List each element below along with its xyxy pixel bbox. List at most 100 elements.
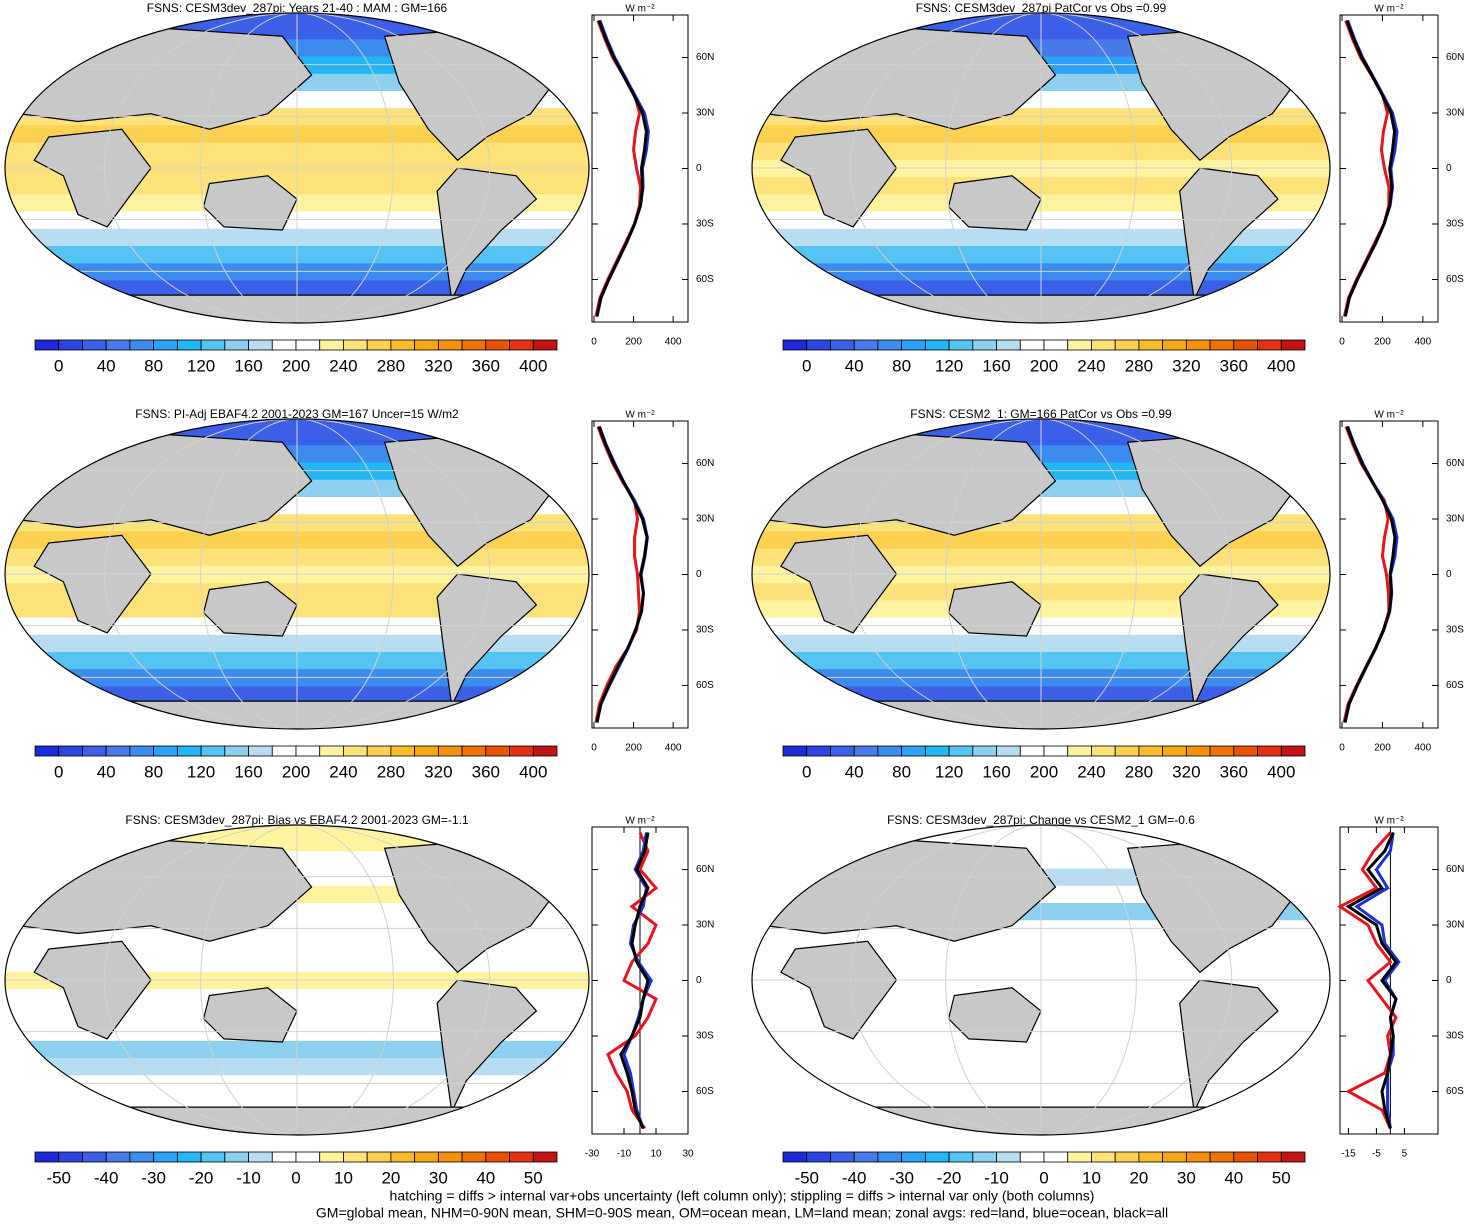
colorbar-box: [437, 1151, 463, 1163]
colorbar-box: [1257, 339, 1282, 351]
zonal-line: [595, 20, 648, 317]
colorbar-box: [295, 339, 321, 351]
colorbar-label: 0: [802, 762, 811, 781]
map-title: FSNS: CESM2_1: GM=166 PatCor vs Obs =0.9…: [910, 407, 1172, 421]
map-title: FSNS: CESM3dev_287pi: Bias vs EBAF4.2 20…: [125, 813, 468, 827]
colorbar-box: [82, 1151, 107, 1163]
colorbar-label: -30: [889, 1168, 914, 1187]
graticule: [945, 13, 1137, 323]
y-tick-label: 60S: [696, 1086, 714, 1097]
colorbar-box: [1114, 1151, 1140, 1163]
colorbar-box: [295, 1151, 321, 1163]
colorbar-box: [1114, 745, 1140, 757]
colorbar-box: [200, 339, 226, 351]
colorbar-label: 10: [334, 1168, 353, 1187]
colorbar-box: [1043, 1151, 1069, 1163]
colorbar-box: [806, 745, 831, 757]
colorbar-label: 40: [845, 356, 864, 375]
colorbar-label: 20: [381, 1168, 400, 1187]
y-tick-label: 0: [1446, 975, 1452, 986]
colorbar-box: [806, 1151, 831, 1163]
y-tick-label: 60N: [696, 458, 714, 469]
graticule: [103, 13, 491, 323]
land: [33, 940, 152, 1040]
colorbar-box: [34, 745, 60, 757]
units-label: W m⁻²: [625, 816, 655, 827]
colorbar-label: 40: [97, 762, 116, 781]
y-tick-label: 60S: [696, 680, 714, 691]
colorbar-label: 400: [1267, 762, 1295, 781]
x-tick-label: 400: [1415, 743, 1432, 754]
x-tick-label: 200: [1374, 743, 1391, 754]
colorbar-box: [972, 745, 997, 757]
colorbar-label: 120: [935, 762, 963, 781]
colorbar-box: [176, 339, 202, 351]
colorbar-box: [1019, 745, 1045, 757]
x-tick-label: 0: [591, 337, 597, 348]
y-tick-label: 60N: [696, 864, 714, 875]
colorbar-box: [1209, 745, 1235, 757]
colorbar-box: [105, 1151, 131, 1163]
colorbar-label: 240: [329, 356, 357, 375]
colorbar-label: 360: [472, 356, 500, 375]
land: [780, 940, 898, 1040]
colorbar-label: 400: [519, 762, 547, 781]
colorbar-box: [129, 745, 155, 757]
colorbar-box: [58, 339, 83, 351]
colorbar-box: [58, 745, 83, 757]
colorbar-box: [1043, 745, 1069, 757]
colorbar-box: [82, 745, 107, 757]
land: [33, 128, 152, 228]
map-title: FSNS: CESM3dev_287pi PatCor vs Obs =0.99: [916, 1, 1167, 15]
map: [752, 825, 1330, 1135]
colorbar-label: 200: [1030, 356, 1058, 375]
colorbar-box: [461, 339, 487, 351]
map-title: FSNS: PI-Adj EBAF4.2 2001-2023 GM=167 Un…: [135, 407, 459, 421]
colorbar-label: -50: [46, 1168, 71, 1187]
colorbar-label: 280: [1125, 356, 1153, 375]
y-tick-label: 0: [696, 569, 702, 580]
colorbar-box: [948, 745, 974, 757]
colorbar-box: [343, 745, 368, 757]
colorbar-box: [1280, 339, 1306, 351]
colorbar-box: [248, 745, 273, 757]
land: [436, 167, 538, 302]
x-tick-label: 0: [1339, 743, 1345, 754]
colorbar-box: [1257, 745, 1282, 757]
land: [18, 27, 313, 130]
zonal-line: [1343, 20, 1397, 317]
x-tick-label: 30: [682, 1149, 694, 1160]
colorbar-box: [271, 745, 297, 757]
y-tick-label: 30N: [696, 920, 714, 931]
colorbar-label: 320: [1172, 762, 1200, 781]
colorbar-label: 40: [476, 1168, 495, 1187]
colorbar-box: [319, 339, 344, 351]
colorbar-box: [1067, 1151, 1092, 1163]
colorbar-box: [1280, 745, 1306, 757]
colorbar-label: 360: [1220, 762, 1248, 781]
colorbar-box: [830, 1151, 855, 1163]
y-tick-label: 60S: [1446, 274, 1464, 285]
colorbar-box: [1067, 339, 1092, 351]
colorbar-box: [1162, 745, 1187, 757]
colorbar-box: [105, 339, 131, 351]
y-tick-label: 60S: [1446, 1086, 1464, 1097]
footer-line: GM=global mean, NHM=0-90N mean, SHM=0-90…: [316, 1205, 1168, 1221]
colorbar-box: [1162, 339, 1187, 351]
colorbar-box: [996, 1151, 1021, 1163]
y-tick-label: 60N: [1446, 52, 1464, 63]
colorbar-label: 0: [291, 1168, 300, 1187]
x-tick-label: -30: [585, 1149, 600, 1160]
colorbar-box: [271, 339, 297, 351]
colorbar-label: -30: [141, 1168, 166, 1187]
y-tick-label: 30S: [696, 219, 714, 230]
colorbar-box: [924, 1151, 950, 1163]
map: [752, 419, 1330, 729]
graticule: [200, 825, 394, 1135]
colorbar-box: [1209, 1151, 1235, 1163]
colorbar-box: [948, 1151, 974, 1163]
colorbar-box: [853, 339, 879, 351]
colorbar-box: [996, 339, 1021, 351]
x-tick-label: 400: [1415, 337, 1432, 348]
